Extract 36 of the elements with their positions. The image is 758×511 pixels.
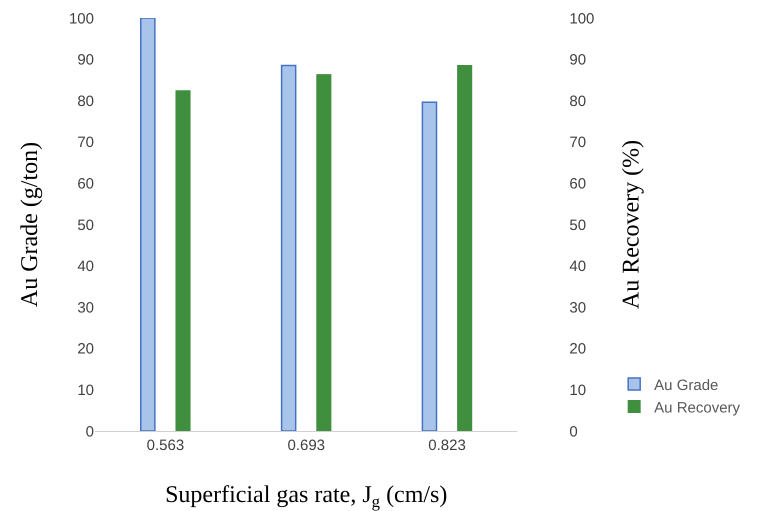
- y-tick-label: 20: [77, 340, 94, 358]
- y-tick-label: 70: [77, 134, 94, 152]
- y2-tick-label: 40: [569, 258, 586, 276]
- y-tick-label: 100: [68, 10, 94, 28]
- y2-tick-label: 80: [569, 92, 586, 110]
- y-tick-label: 0: [86, 423, 94, 440]
- bar: [457, 65, 472, 431]
- y-tick-label: 40: [77, 258, 94, 276]
- y2-tick-label: 100: [569, 10, 594, 28]
- y2-tick-label: 10: [569, 382, 586, 399]
- x-tick-label: 0.563: [146, 437, 184, 454]
- y-tick-label: 80: [77, 92, 94, 110]
- x-tick-label: 0.823: [428, 437, 466, 454]
- bar: [175, 90, 191, 431]
- y-axis-title: Au Grade (g/ton): [17, 142, 43, 308]
- bar: [140, 18, 156, 431]
- y-tick-label: 50: [77, 216, 94, 234]
- x-axis-title: Superficial gas rate, J$_{g}$ (cm/s): [165, 482, 448, 511]
- bar: [280, 64, 296, 431]
- y2-tick-label: 60: [569, 175, 586, 192]
- x-tick-label: 0.693: [287, 437, 326, 454]
- legend-label: Au Recovery: [654, 399, 741, 416]
- y2-tick-label: 20: [569, 340, 586, 358]
- y-tick-label: 60: [77, 175, 94, 192]
- y2-tick-label: 30: [569, 299, 586, 316]
- bar: [316, 74, 332, 431]
- y2-tick-label: 90: [569, 52, 586, 69]
- y2-tick-label: 70: [569, 134, 586, 152]
- y-tick-label: 90: [77, 52, 94, 69]
- y2-tick-label: 50: [569, 216, 586, 234]
- y2-axis-title: Au Recovery (%): [618, 140, 644, 310]
- bar: [422, 102, 438, 431]
- y-tick-label: 30: [77, 299, 94, 316]
- y-tick-label: 10: [77, 382, 94, 399]
- y2-tick-label: 0: [569, 423, 578, 440]
- legend-label: Au Grade: [654, 376, 718, 394]
